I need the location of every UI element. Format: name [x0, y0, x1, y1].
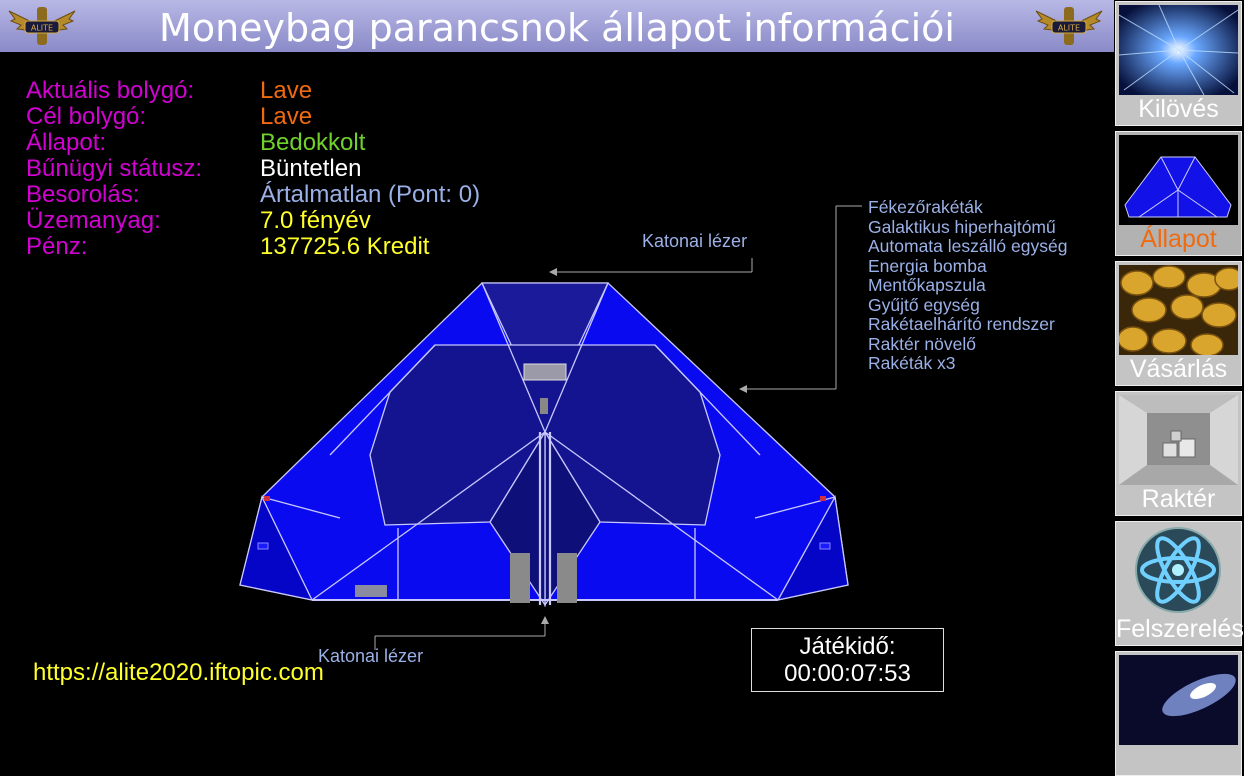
gold-coins-icon — [1119, 265, 1238, 355]
alite-logo-icon: ALITE — [8, 7, 76, 45]
equipment-item: Mentőkapszula — [868, 275, 986, 295]
sidebar-label: Raktér — [1141, 485, 1216, 513]
legal-status-value: Büntetlen — [260, 155, 362, 182]
equipment-item: Automata leszálló egység — [868, 236, 1068, 256]
fuel-label: Üzemanyag: — [26, 207, 161, 234]
fuel-value: 7.0 fényév — [260, 207, 371, 234]
galaxy-icon — [1119, 655, 1238, 745]
ship-schematic — [239, 205, 862, 650]
sidebar-item-status[interactable]: Állapot — [1115, 131, 1242, 256]
equipment-item: Energia bomba — [868, 255, 987, 276]
equipment-item: Fékezőrakéták — [868, 197, 983, 217]
ship-status-icon — [1119, 135, 1238, 225]
equipment-item: Rakéták x3 — [868, 353, 956, 373]
equipment-item: Rakétaelhárító rendszer — [868, 314, 1055, 334]
condition-value: Bedokkolt — [260, 129, 366, 156]
sidebar-label: Kilövés — [1138, 95, 1219, 123]
sidebar-item-galaxy[interactable] — [1115, 651, 1242, 776]
sidebar-item-equipment[interactable]: Felszerelés — [1115, 521, 1244, 646]
playtime-box: Játékidő: 00:00:07:53 — [751, 628, 944, 692]
target-planet-value: Lave — [260, 103, 313, 130]
sidebar-label: Állapot — [1140, 225, 1217, 253]
website-url: https://alite2020.iftopic.com — [33, 659, 324, 686]
alite-logo-icon: ALITE — [1035, 7, 1103, 45]
sidebar-item-buy[interactable]: Vásárlás — [1115, 261, 1242, 386]
arrow-icon — [549, 268, 557, 276]
rating-label: Besorolás: — [26, 181, 140, 208]
engine-left — [510, 553, 530, 603]
svg-text:ALITE: ALITE — [31, 24, 53, 33]
rear-laser-label: Katonai lézer — [318, 646, 424, 666]
cobra-ship-icon — [239, 282, 849, 608]
arrow-icon — [541, 616, 549, 624]
title-bar: ALITE Moneybag parancsnok állapot inform… — [0, 0, 1114, 52]
page-title: Moneybag parancsnok állapot információi — [159, 6, 955, 50]
sidebar-nav: Kilövés Állapot Vásárlás — [1114, 0, 1244, 776]
sidebar-item-cargo[interactable]: Raktér — [1115, 391, 1242, 516]
svg-text:ALITE: ALITE — [1058, 24, 1080, 33]
legal-status-label: Bűnügyi státusz: — [26, 155, 203, 182]
cash-value: 137725.6 Kredit — [260, 233, 430, 260]
condition-label: Állapot: — [26, 129, 107, 156]
engine-right — [557, 553, 577, 603]
front-laser-label: Katonai lézer — [642, 231, 748, 251]
equipment-item: Raktér növelő — [868, 333, 976, 354]
atom-equipment-icon — [1119, 525, 1238, 615]
current-planet-value: Lave — [260, 77, 313, 104]
equipment-item: Gyűjtő egység — [868, 294, 980, 315]
vent-grille — [355, 585, 387, 597]
arrow-icon — [739, 385, 747, 393]
hyperspace-icon — [1119, 5, 1238, 95]
cargo-hold-icon — [1119, 395, 1238, 485]
playtime-value: 00:00:07:53 — [784, 660, 911, 687]
rating-value: Ártalmatlan (Pont: 0) — [260, 181, 481, 208]
target-planet-label: Cél bolygó: — [26, 103, 147, 130]
current-planet-label: Aktuális bolygó: — [26, 77, 195, 104]
equipment-item: Galaktikus hiperhajtómű — [868, 216, 1056, 237]
playtime-label: Játékidő: — [799, 633, 896, 660]
cash-label: Pénz: — [26, 233, 88, 260]
sidebar-label: Vásárlás — [1129, 355, 1228, 383]
sidebar-item-launch[interactable]: Kilövés — [1115, 1, 1242, 126]
callout-lines — [374, 205, 862, 650]
sidebar-label: Felszerelés — [1116, 615, 1244, 643]
cockpit-window — [523, 363, 567, 381]
